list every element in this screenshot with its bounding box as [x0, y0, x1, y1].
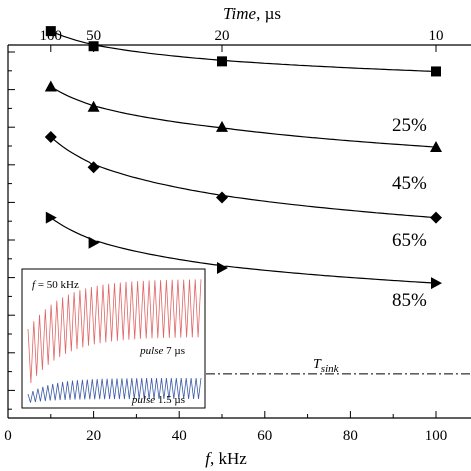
series-point: [217, 56, 227, 67]
x2-tick-label: 20: [215, 28, 230, 44]
x2-axis-title-unit: , µs: [256, 4, 281, 23]
reference-line-label: Tsink: [313, 357, 340, 375]
x-tick-label: 60: [257, 428, 272, 444]
x-tick-label: 40: [172, 428, 187, 444]
series-point: [45, 211, 57, 224]
series-point: [216, 120, 228, 132]
x2-axis-title: Time, µs: [223, 4, 281, 23]
x-tick-label: 80: [343, 428, 358, 444]
series-curve: [50, 217, 437, 284]
inset-series-label-red: pulse 7 µs: [139, 345, 185, 357]
x-axis-title: f, kHz: [205, 449, 247, 468]
series-curve: [50, 136, 437, 219]
series-point: [88, 41, 99, 52]
x-axis-title-variable: f: [205, 449, 212, 468]
series-point: [431, 277, 442, 290]
x-tick-label: 0: [4, 428, 12, 444]
series-label: 85%: [392, 290, 427, 311]
series-curve: [50, 30, 437, 72]
inset-annotation: f = 50 kHz: [32, 279, 79, 291]
series-label: 25%: [392, 115, 427, 136]
series-point: [217, 262, 228, 274]
series-point: [431, 66, 441, 77]
labels-layer: 0 20 40 60 80 100 100 50 20 10 f, kHz Time, µs Tsink…: [4, 4, 447, 468]
inset-panel: f = 50 kHz pulse 7 µs pulse 1.5 µs: [21, 268, 206, 409]
inset-waveform-blue: [27, 377, 202, 403]
axes-layer: [7, 44, 471, 419]
series-curve: [50, 86, 437, 148]
series-point: [44, 80, 57, 92]
x2-axis-title-variable: Time: [223, 4, 257, 23]
x2-tick-label: 10: [429, 28, 444, 44]
curves-layer: [44, 26, 471, 375]
inset-series-label-blue: pulse 1.5 µs: [131, 394, 185, 406]
x-axis-title-unit: , kHz: [210, 449, 247, 468]
x2-tick-label: 100: [40, 28, 63, 44]
series-point: [87, 100, 100, 112]
series-point: [430, 211, 442, 224]
series-point: [45, 26, 56, 37]
inset-waveform-red: [27, 279, 202, 384]
series-label: 65%: [392, 230, 427, 251]
series-point: [87, 161, 100, 174]
series-point: [216, 191, 228, 204]
x2-tick-label: 50: [86, 28, 101, 44]
x-tick-label: 100: [425, 428, 448, 444]
series-label: 45%: [392, 173, 427, 194]
series-point: [44, 130, 57, 143]
x-tick-label: 20: [86, 428, 101, 444]
series-point: [430, 141, 442, 153]
series-point: [88, 236, 100, 249]
